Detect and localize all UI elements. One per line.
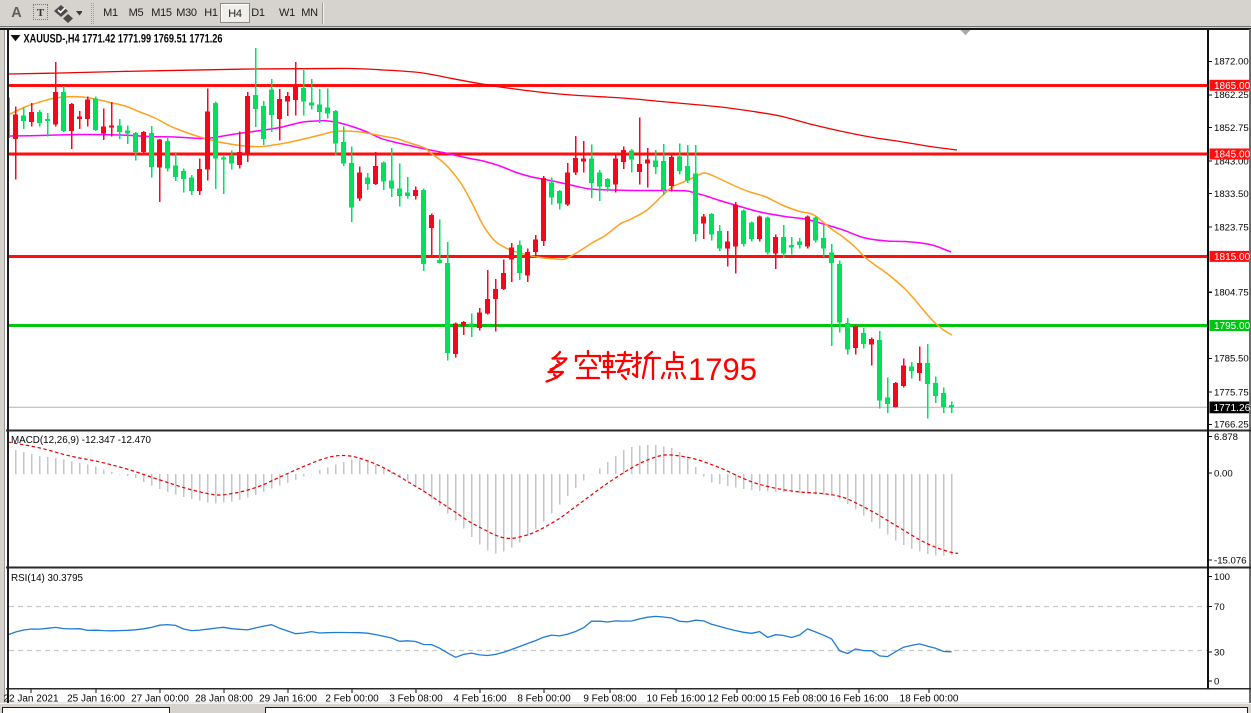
svg-text:2 Feb 00:00: 2 Feb 00:00 (325, 694, 379, 705)
svg-text:0: 0 (1214, 676, 1219, 687)
svg-text:1766.25: 1766.25 (1214, 420, 1249, 431)
svg-text:28 Jan 08:00: 28 Jan 08:00 (195, 694, 253, 705)
svg-text:12 Feb 00:00: 12 Feb 00:00 (708, 694, 767, 705)
svg-text:30: 30 (1214, 647, 1225, 658)
svg-text:1785.50: 1785.50 (1214, 354, 1249, 365)
svg-text:1862.25: 1862.25 (1214, 90, 1249, 101)
svg-text:70: 70 (1214, 602, 1225, 613)
svg-text:9 Feb 08:00: 9 Feb 08:00 (583, 694, 637, 705)
svg-text:6.878: 6.878 (1214, 432, 1238, 443)
svg-text:1865.00: 1865.00 (1214, 81, 1251, 92)
svg-text:-15.076: -15.076 (1214, 555, 1247, 566)
svg-text:18 Feb 00:00: 18 Feb 00:00 (900, 694, 959, 705)
svg-text:27 Jan 00:00: 27 Jan 00:00 (131, 694, 189, 705)
svg-text:15 Feb 08:00: 15 Feb 08:00 (769, 694, 828, 705)
svg-text:25 Jan 16:00: 25 Jan 16:00 (67, 694, 125, 705)
svg-text:0.00: 0.00 (1214, 468, 1233, 479)
svg-text:1804.75: 1804.75 (1214, 288, 1249, 299)
svg-text:29 Jan 16:00: 29 Jan 16:00 (259, 694, 317, 705)
svg-text:10 Feb 16:00: 10 Feb 16:00 (647, 694, 706, 705)
svg-text:XAUUSD-,H4 1771.42 1771.99 17: XAUUSD-,H4 1771.42 1771.99 1769.51 1771.… (24, 32, 223, 46)
svg-text:8 Feb 00:00: 8 Feb 00:00 (517, 694, 571, 705)
svg-text:100: 100 (1214, 572, 1230, 583)
svg-text:1815.00: 1815.00 (1214, 252, 1251, 263)
svg-text:22 Jan 2021: 22 Jan 2021 (3, 694, 58, 705)
svg-text:RSI(14) 30.3795: RSI(14) 30.3795 (11, 573, 83, 584)
svg-text:1833.50: 1833.50 (1214, 189, 1249, 200)
svg-text:1795.00: 1795.00 (1214, 321, 1251, 332)
svg-text:1775.75: 1775.75 (1214, 387, 1249, 398)
svg-text:3 Feb 08:00: 3 Feb 08:00 (389, 694, 443, 705)
svg-text:1771.26: 1771.26 (1214, 403, 1251, 414)
svg-text:4 Feb 16:00: 4 Feb 16:00 (453, 694, 507, 705)
svg-text:16 Feb 16:00: 16 Feb 16:00 (830, 694, 889, 705)
svg-text:1843.00: 1843.00 (1214, 156, 1249, 167)
svg-text:1852.75: 1852.75 (1214, 123, 1249, 134)
svg-text:1795: 1795 (688, 351, 757, 387)
svg-text:MACD(12,26,9) -12.347 -12.470: MACD(12,26,9) -12.347 -12.470 (11, 435, 151, 446)
svg-text:1872.00: 1872.00 (1214, 57, 1249, 68)
svg-text:1823.75: 1823.75 (1214, 222, 1249, 233)
svg-text:1845.00: 1845.00 (1214, 150, 1251, 161)
